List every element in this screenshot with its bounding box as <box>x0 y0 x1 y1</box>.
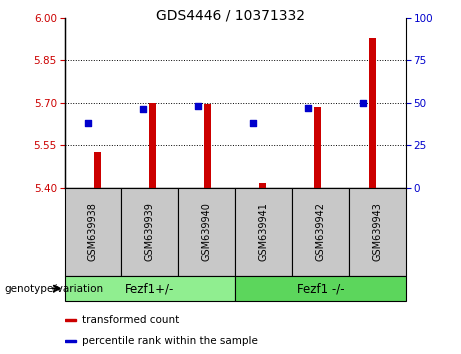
Bar <box>235 188 292 276</box>
Point <box>194 103 201 109</box>
Text: GSM639940: GSM639940 <box>201 202 212 261</box>
Text: GSM639942: GSM639942 <box>315 202 325 261</box>
Bar <box>314 107 321 188</box>
Bar <box>65 319 77 321</box>
Bar <box>65 276 235 301</box>
Bar <box>369 38 376 188</box>
Text: GSM639941: GSM639941 <box>259 202 269 261</box>
Bar <box>65 188 121 276</box>
Point <box>249 120 256 126</box>
Bar <box>292 188 349 276</box>
Bar <box>178 188 235 276</box>
Point <box>84 120 91 126</box>
Text: GSM639939: GSM639939 <box>145 202 155 261</box>
Bar <box>204 104 211 188</box>
Bar <box>149 103 156 188</box>
Point <box>304 105 312 110</box>
Point <box>139 107 146 112</box>
Bar <box>260 183 266 188</box>
Bar <box>94 152 101 188</box>
Bar <box>235 276 406 301</box>
Text: GSM639938: GSM639938 <box>88 202 98 261</box>
Text: genotype/variation: genotype/variation <box>5 284 104 293</box>
Text: Fezf1+/-: Fezf1+/- <box>125 282 175 295</box>
Bar <box>65 340 77 342</box>
Text: transformed count: transformed count <box>82 315 179 325</box>
Text: percentile rank within the sample: percentile rank within the sample <box>82 336 258 346</box>
Bar <box>121 188 178 276</box>
Text: GDS4446 / 10371332: GDS4446 / 10371332 <box>156 9 305 23</box>
Point <box>359 100 366 105</box>
Text: Fezf1 -/-: Fezf1 -/- <box>296 282 344 295</box>
Text: GSM639943: GSM639943 <box>372 202 382 261</box>
Bar <box>349 188 406 276</box>
